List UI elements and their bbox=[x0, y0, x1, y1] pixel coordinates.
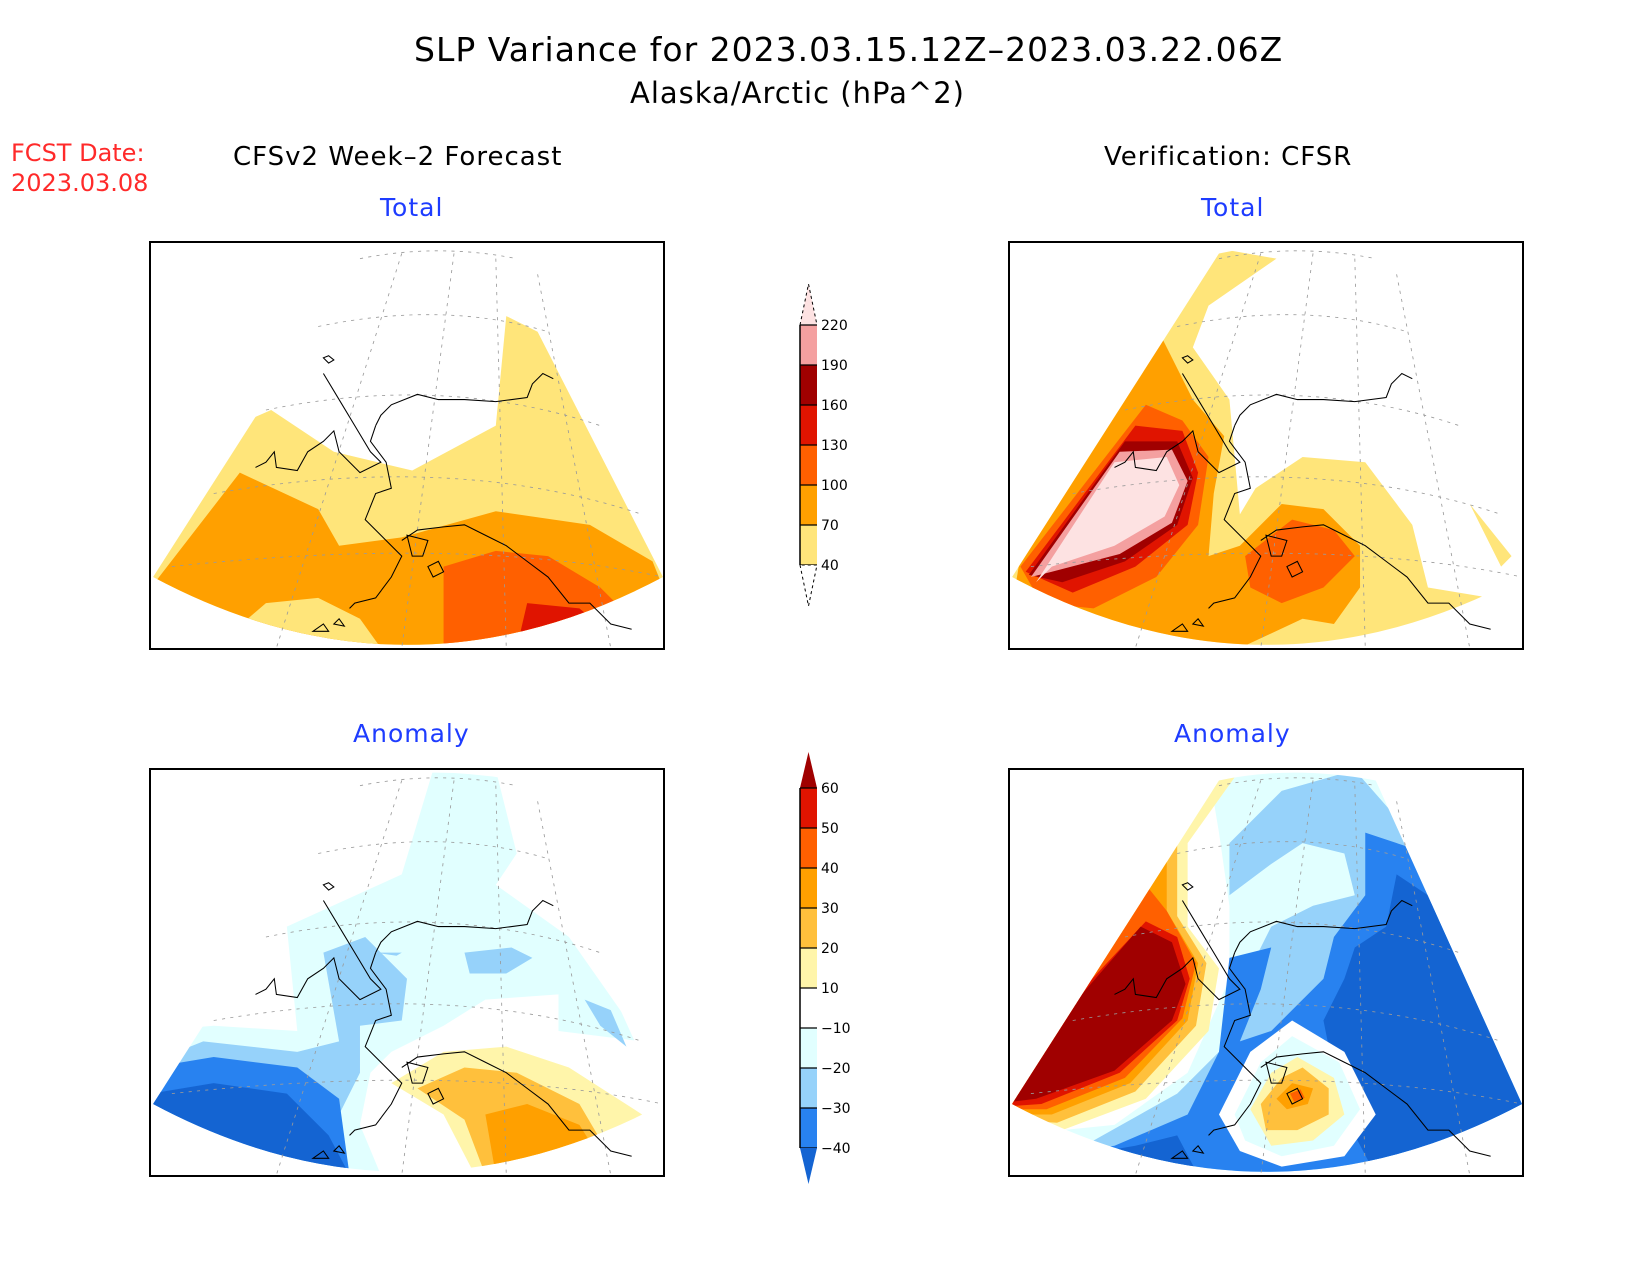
graticule bbox=[171, 777, 663, 1175]
colorbar-label: 30 bbox=[821, 901, 839, 917]
colorbar-bin bbox=[800, 1068, 817, 1108]
colorbar-label: 70 bbox=[821, 518, 839, 534]
colorbar-label: 20 bbox=[821, 941, 839, 957]
colorbar-bin bbox=[800, 948, 817, 988]
colorbar-bin bbox=[800, 788, 817, 828]
figure-title: SLP Variance for 2023.03.15.12Z–2023.03.… bbox=[414, 30, 1284, 69]
contour-100-130-south bbox=[1245, 519, 1355, 604]
graticule bbox=[171, 250, 663, 648]
colorbar-extend-min bbox=[799, 564, 818, 607]
colorbar-bin bbox=[800, 1028, 817, 1068]
colorbar-bin bbox=[800, 908, 817, 948]
anomaly-colorbar: 60 50 40 30 20 10 −10 −20 −30 −40 bbox=[799, 752, 851, 1184]
colorbar-extend-max bbox=[800, 752, 817, 788]
colorbar-bin bbox=[800, 988, 817, 1028]
total-colorbar: 220 190 160 130 100 70 40 bbox=[799, 283, 848, 607]
colorbar-label: 50 bbox=[821, 821, 839, 837]
contour-minus20-small3 bbox=[375, 952, 402, 956]
contour-40-70-ne bbox=[1469, 503, 1512, 567]
colorbar-label: 100 bbox=[821, 478, 848, 494]
colorbar-label: 60 bbox=[821, 781, 839, 797]
fcst-date-value: 2023.03.08 bbox=[11, 169, 149, 197]
contour-50-60 bbox=[542, 1166, 580, 1172]
graticule bbox=[1030, 250, 1522, 648]
fcst-total-title: Total bbox=[380, 193, 444, 222]
forecast-column-header: CFSv2 Week–2 Forecast bbox=[233, 142, 563, 172]
fcst-date-label: FCST Date: bbox=[11, 139, 145, 167]
coastline bbox=[255, 355, 632, 632]
verif-anom-map bbox=[1008, 768, 1524, 1177]
contour-minus20-small1 bbox=[464, 947, 533, 974]
colorbar-label: 40 bbox=[821, 861, 839, 877]
verif-total-title: Total bbox=[1201, 193, 1265, 222]
fcst-anom-title: Anomaly bbox=[353, 719, 470, 748]
colorbar-label: 40 bbox=[821, 558, 839, 574]
colorbar-bin bbox=[800, 365, 817, 405]
fcst-total-map bbox=[149, 241, 665, 650]
colorbar-label: 220 bbox=[821, 318, 848, 334]
contour-above-220 bbox=[1036, 456, 1180, 583]
colorbar-label: 130 bbox=[821, 438, 848, 454]
contour-minus20-small2 bbox=[584, 999, 627, 1047]
colorbar-bin bbox=[800, 1108, 817, 1148]
verification-column-header: Verification: CFSR bbox=[1104, 142, 1353, 172]
contour-130-160 bbox=[516, 603, 616, 645]
contour-below-minus40 bbox=[1323, 874, 1522, 1172]
colorbar-bin bbox=[800, 828, 817, 868]
graticule bbox=[1030, 777, 1522, 1175]
colorbar-bin bbox=[800, 325, 817, 365]
verif-total-map bbox=[1008, 241, 1524, 650]
contour-40-50 bbox=[1290, 1089, 1305, 1102]
colorbar-bin bbox=[800, 445, 817, 485]
coastline bbox=[1114, 882, 1491, 1159]
coastline bbox=[255, 882, 632, 1159]
coastline bbox=[1114, 355, 1491, 632]
contour-above-60 bbox=[1012, 926, 1186, 1102]
colorbar-label: 160 bbox=[821, 398, 848, 414]
colorbar-label: −10 bbox=[821, 1021, 851, 1037]
colorbar-label: 190 bbox=[821, 358, 848, 374]
colorbar-extend-min bbox=[800, 1148, 817, 1184]
verif-anom-title: Anomaly bbox=[1174, 719, 1291, 748]
colorbar-label: −40 bbox=[821, 1141, 851, 1157]
colorbar-label: −20 bbox=[821, 1061, 851, 1077]
colorbar-label: 10 bbox=[821, 981, 839, 997]
colorbar-bin bbox=[800, 525, 817, 565]
colorbar-bin bbox=[800, 485, 817, 525]
figure-subtitle: Alaska/Arctic (hPa^2) bbox=[630, 76, 965, 110]
colorbar-extend-max bbox=[799, 283, 818, 326]
colorbar-label: −30 bbox=[821, 1101, 851, 1117]
colorbar-bin bbox=[800, 405, 817, 445]
fcst-anom-map bbox=[149, 768, 665, 1177]
colorbar-bin bbox=[800, 868, 817, 908]
